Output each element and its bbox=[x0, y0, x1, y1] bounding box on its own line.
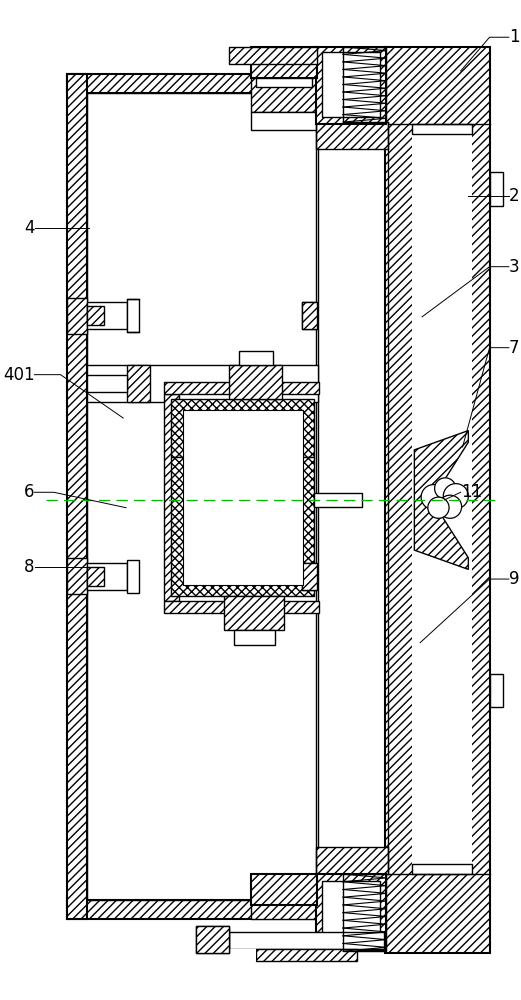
Bar bbox=[86, 567, 104, 586]
Bar bbox=[127, 299, 139, 332]
Circle shape bbox=[428, 497, 449, 518]
Bar bbox=[67, 74, 318, 93]
Bar bbox=[316, 874, 387, 951]
Bar bbox=[171, 399, 314, 457]
Bar bbox=[67, 298, 86, 334]
Bar bbox=[252, 47, 317, 78]
Bar bbox=[86, 306, 104, 325]
Text: 3: 3 bbox=[509, 258, 519, 276]
Bar bbox=[86, 302, 127, 329]
Bar bbox=[316, 122, 388, 149]
Bar bbox=[413, 124, 472, 874]
Bar bbox=[322, 881, 380, 946]
Bar bbox=[164, 382, 319, 394]
Bar bbox=[252, 112, 319, 130]
Bar bbox=[86, 365, 318, 402]
Bar bbox=[67, 900, 318, 919]
Bar bbox=[86, 563, 127, 590]
Circle shape bbox=[439, 495, 462, 518]
Bar bbox=[171, 457, 314, 596]
Bar bbox=[229, 47, 317, 64]
Bar bbox=[343, 47, 387, 122]
Bar bbox=[67, 74, 86, 919]
Circle shape bbox=[443, 484, 468, 509]
Bar bbox=[413, 864, 472, 874]
Bar bbox=[86, 375, 127, 392]
Bar bbox=[316, 847, 388, 874]
Bar bbox=[229, 949, 256, 961]
Text: 6: 6 bbox=[24, 483, 34, 501]
Bar bbox=[229, 932, 383, 949]
Bar bbox=[229, 365, 282, 399]
Text: 9: 9 bbox=[509, 570, 519, 588]
Text: 2: 2 bbox=[509, 187, 519, 205]
Bar bbox=[67, 558, 86, 594]
Bar bbox=[490, 172, 503, 206]
Bar bbox=[195, 926, 229, 953]
Bar bbox=[490, 674, 503, 707]
Bar bbox=[183, 410, 303, 585]
Bar bbox=[302, 302, 317, 329]
Bar bbox=[256, 78, 312, 87]
Bar bbox=[386, 47, 490, 953]
Bar bbox=[164, 394, 179, 601]
Text: 7: 7 bbox=[509, 339, 519, 357]
Bar bbox=[302, 563, 317, 590]
Bar bbox=[127, 560, 139, 593]
Bar bbox=[252, 874, 317, 905]
Bar bbox=[343, 874, 387, 951]
Bar bbox=[302, 302, 317, 329]
Text: 401: 401 bbox=[3, 366, 34, 384]
Circle shape bbox=[421, 485, 446, 510]
Bar bbox=[256, 949, 357, 961]
Bar bbox=[164, 601, 319, 613]
Bar bbox=[239, 351, 272, 365]
Bar bbox=[316, 47, 387, 124]
Bar bbox=[127, 365, 150, 402]
Bar bbox=[413, 124, 472, 134]
Bar bbox=[195, 926, 229, 953]
Bar bbox=[252, 881, 319, 919]
Bar bbox=[322, 52, 380, 117]
Text: 1: 1 bbox=[509, 28, 519, 46]
Bar bbox=[302, 563, 317, 590]
Bar bbox=[234, 630, 275, 645]
Text: 8: 8 bbox=[24, 558, 34, 576]
Text: 4: 4 bbox=[24, 219, 34, 237]
Bar bbox=[314, 493, 362, 507]
Polygon shape bbox=[414, 431, 468, 569]
Bar bbox=[252, 74, 319, 112]
Bar bbox=[225, 596, 284, 630]
Circle shape bbox=[435, 478, 456, 499]
Text: 11: 11 bbox=[461, 483, 482, 501]
